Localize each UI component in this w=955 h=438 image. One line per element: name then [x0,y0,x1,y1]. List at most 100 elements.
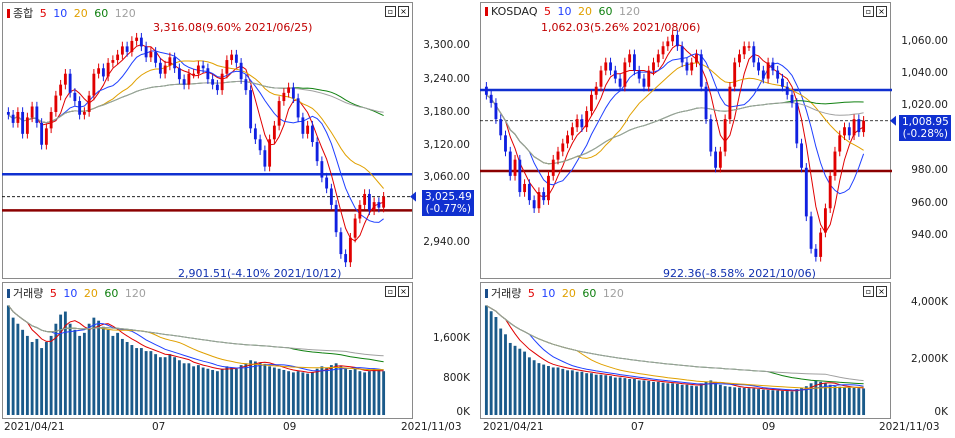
right-price-tick: 940.00 [911,229,948,241]
vol-ma5-label: 5 [49,287,57,300]
candle-body [196,65,200,74]
right-price-tick: 960.00 [911,197,948,209]
volume-bar [358,371,362,415]
volume-bar [800,387,803,415]
candle-body [25,117,29,134]
volume-bar [154,354,158,415]
volume-bar [329,365,333,415]
candle-body [44,128,48,145]
vol-ma20-label: 20 [561,287,576,300]
ma60-label: 60 [598,5,613,18]
candle-body [21,111,25,134]
candle-body [211,79,215,85]
maximize-button[interactable]: ▫ [385,6,396,17]
candle-body [604,62,608,71]
maximize-button[interactable]: ▫ [385,286,396,297]
volume-bar [367,371,371,415]
volume-bar [21,329,25,415]
volume-bar [795,389,799,415]
candle-body [823,208,827,233]
left-price-tick: 3,060.00 [423,171,470,183]
candle-body [714,151,718,168]
volume-bar [781,390,784,415]
volume-bar [723,386,727,415]
volume-bar [63,311,67,415]
volume-bar [575,371,579,415]
volume-bar [632,378,636,415]
candle-body [363,193,367,205]
volume-bar [742,387,746,415]
candle-body [728,86,732,120]
close-button[interactable]: × [398,286,409,297]
candle-body [504,135,507,152]
maximize-button[interactable]: ▫ [863,286,874,297]
volume-bar [215,371,219,415]
volume-bar [752,388,756,415]
volume-bar [757,389,760,415]
volume-bar [348,369,352,415]
candle-body [225,60,229,74]
close-button[interactable]: × [398,6,409,17]
volume-bar [594,374,598,415]
right-x-tick: 2021/04/21 [483,421,544,433]
candle-body [723,119,727,152]
volume-bar [504,334,507,415]
ma10-line [8,50,384,223]
candle-body [704,86,708,120]
volume-bar [377,369,381,415]
right-last-price-badge: 1,008.95 (-0.28%) [899,115,951,141]
volume-bar [714,381,718,415]
candle-body [358,204,362,219]
candle-body [771,62,775,71]
volume-bar [766,389,770,415]
candle-body [306,125,310,134]
volume-ma120-line [486,305,864,382]
left-price-tick: 3,180.00 [423,106,470,118]
candle-body [230,54,234,61]
volume-bar [87,323,91,415]
volume-bar [623,378,627,415]
volume-bar [225,366,229,415]
volume-bar [666,383,670,415]
volume-bar [230,367,234,415]
volume-bar [580,371,584,415]
volume-bar [862,388,866,415]
volume-bar [656,381,660,415]
volume-bar [382,371,386,415]
candle-body [239,62,243,80]
right-volume-tick: 0K [934,406,948,418]
candle-body [78,101,82,115]
ma20-label: 20 [73,7,88,20]
volume-bar [761,389,765,415]
volume-bar [695,386,698,415]
volume-bar [566,370,569,415]
candle-body [675,34,679,47]
left-price-legend: 종합 5 10 20 60 120 [7,5,139,21]
volume-bar [671,383,675,415]
candle-body [315,142,319,162]
candle-body [272,125,276,140]
candle-body [742,46,746,55]
candle-body [518,159,522,193]
ma20-label: 20 [578,5,593,18]
candle-body [537,192,541,209]
candle-body [556,151,560,160]
volume-bar [68,323,72,415]
candle-body [847,127,851,136]
candle-legend-icon [485,7,488,16]
candle-body [508,151,512,176]
candle-body [747,46,751,48]
candle-body [73,92,77,102]
close-button[interactable]: × [876,286,887,297]
candle-body [182,79,186,85]
maximize-button[interactable]: ▫ [863,6,874,17]
close-button[interactable]: × [876,6,887,17]
volume-bar [272,367,276,415]
volume-bar [149,351,153,415]
candle-body [800,143,803,168]
candle-body [613,70,617,79]
volume-legend-icon [485,289,488,298]
vol-ma20-label: 20 [83,287,98,300]
candle-body [59,84,63,96]
candle-body [329,188,333,205]
